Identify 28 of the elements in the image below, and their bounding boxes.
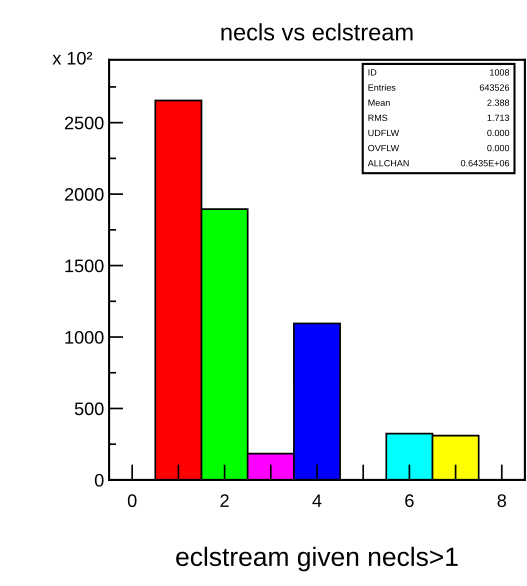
y-tick-label: 1500 bbox=[65, 260, 104, 272]
y-axis-title: x 10² bbox=[52, 52, 92, 65]
annotation: OVFLW bbox=[368, 144, 400, 152]
y-tick-label: 0 bbox=[94, 474, 104, 487]
annotation: UDFLW bbox=[368, 130, 400, 136]
annotation: ALLCHAN bbox=[368, 160, 409, 166]
x-tick-label: 6 bbox=[405, 494, 414, 508]
x-tick-label: 4 bbox=[312, 494, 322, 507]
annotation: 0.6435E+06 bbox=[460, 160, 510, 166]
annotation: RMS bbox=[368, 114, 388, 122]
y-tick-label: 2500 bbox=[64, 116, 104, 130]
x-axis-title: eclstream given necls>1 bbox=[176, 546, 458, 572]
x-tick-label: 0 bbox=[128, 494, 137, 508]
annotation: 2.388 bbox=[487, 100, 510, 106]
annotation: 643526 bbox=[480, 84, 510, 91]
x-tick-label: 2 bbox=[220, 494, 229, 507]
annotation: 1008 bbox=[490, 69, 510, 76]
y-tick-label: 2000 bbox=[64, 188, 104, 201]
annotation: 0.000 bbox=[487, 144, 510, 152]
annotation: 0.000 bbox=[487, 130, 510, 136]
annotation: 1.713 bbox=[488, 114, 510, 122]
annotation: Entries bbox=[368, 84, 396, 91]
x-tick-label: 8 bbox=[498, 494, 506, 508]
annotation: ID bbox=[368, 69, 376, 76]
annotation: Mean bbox=[368, 100, 390, 106]
y-tick-label: 1000 bbox=[65, 330, 104, 344]
chart-title: necls vs eclstream bbox=[221, 23, 413, 41]
y-tick-label: 500 bbox=[74, 402, 104, 416]
